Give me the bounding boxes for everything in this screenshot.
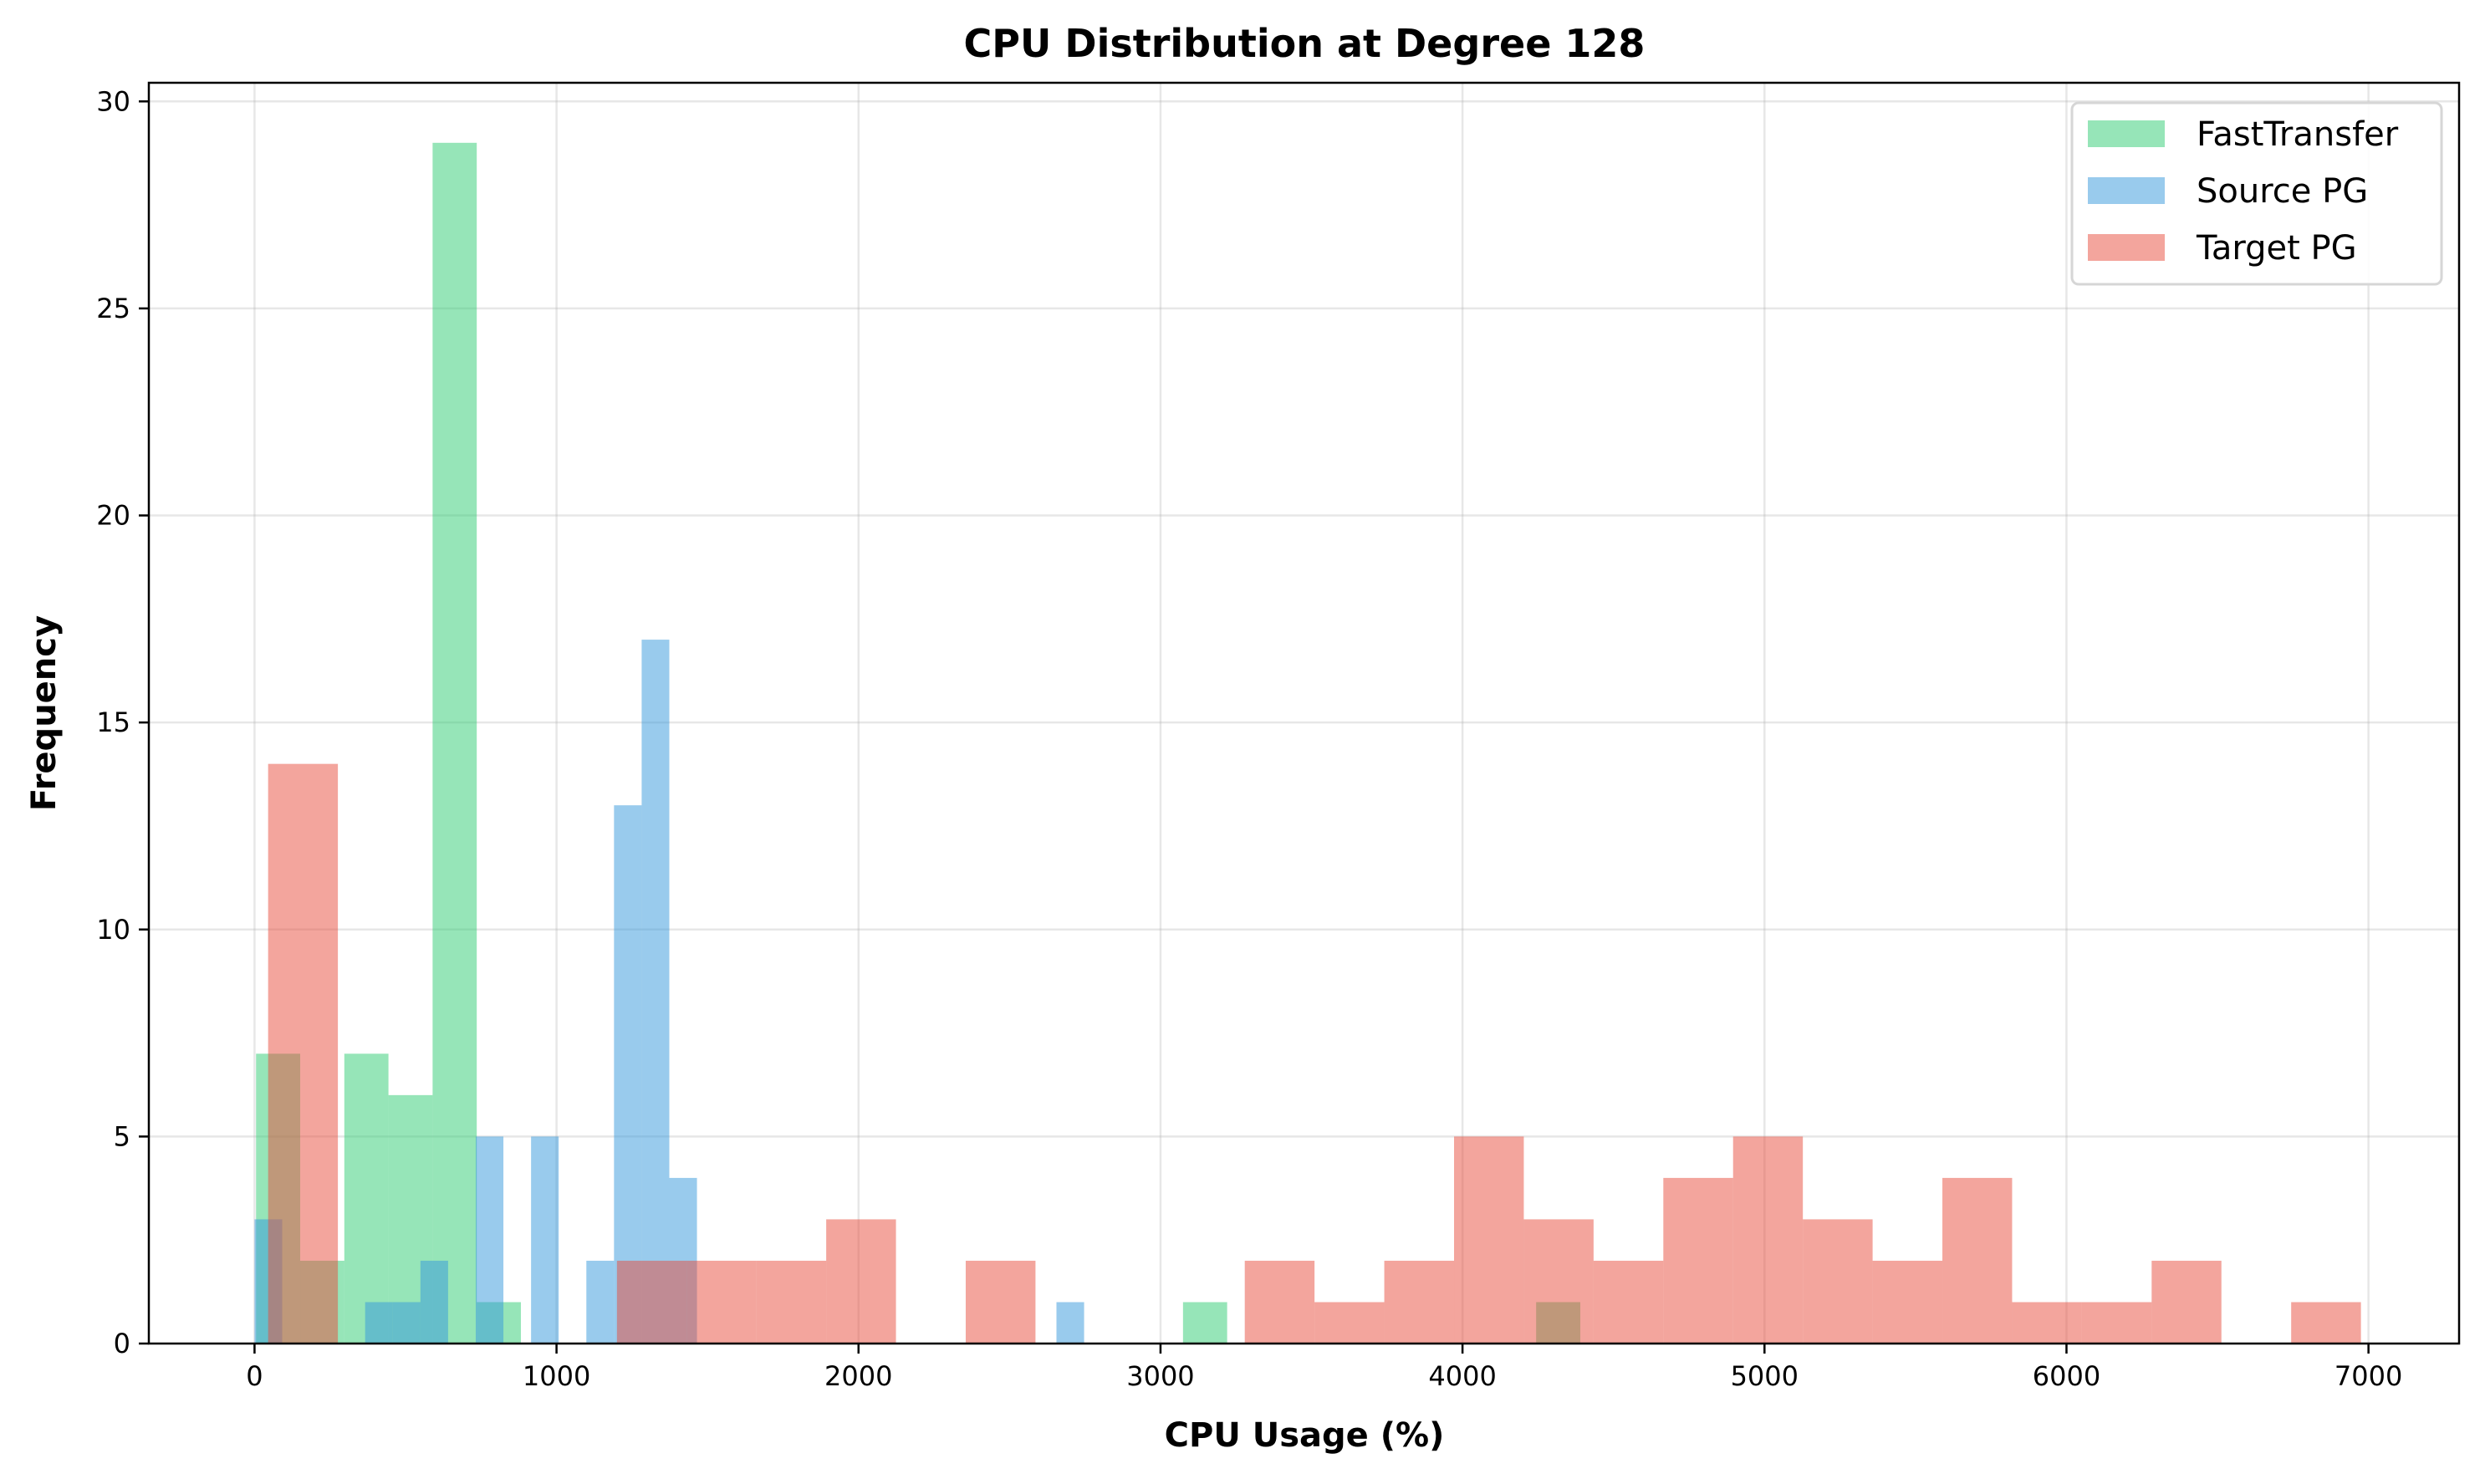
bar-fasttransfer (344, 1053, 389, 1344)
legend: FastTransfer Source PG Target PG (2070, 101, 2443, 286)
bar-target-pg (1454, 1136, 1524, 1344)
bar-target-pg (2151, 1260, 2222, 1344)
bar-source-pg (1056, 1302, 1084, 1344)
bar-target-pg (1732, 1136, 1804, 1344)
y-axis-ticks: 0 5 10 15 20 25 30 (96, 85, 149, 1359)
y-tick-label: 10 (96, 914, 130, 946)
bar-target-pg (1803, 1219, 1873, 1344)
bar-target-pg (1872, 1260, 1943, 1344)
bar-target-pg (686, 1260, 757, 1344)
y-axis-label: Frequency (25, 615, 64, 811)
x-tick-label: 4000 (1428, 1360, 1496, 1392)
y-tick-label: 20 (96, 500, 130, 532)
y-tick-label: 0 (114, 1328, 130, 1359)
legend-label-target-pg: Target PG (2196, 229, 2357, 268)
bar-source-pg (420, 1260, 448, 1344)
bar-fasttransfer (1182, 1302, 1227, 1344)
y-tick-label: 25 (96, 293, 130, 324)
bar-source-pg (365, 1302, 393, 1344)
x-tick-label: 5000 (1731, 1360, 1799, 1392)
bar-source-pg (641, 640, 670, 1344)
bar-target-pg (1593, 1260, 1664, 1344)
legend-swatch-fasttransfer (2088, 120, 2165, 147)
bar-target-pg (1244, 1260, 1315, 1344)
bar-target-pg (268, 763, 339, 1344)
bar-source-pg (586, 1260, 615, 1344)
x-axis-ticks: 0 1000 2000 3000 4000 5000 6000 7000 (246, 1344, 2402, 1392)
bar-target-pg (1314, 1302, 1385, 1344)
histogram-bars (254, 142, 2361, 1344)
bar-source-pg (392, 1302, 421, 1344)
y-tick-label: 5 (114, 1120, 130, 1152)
legend-swatch-source-pg (2088, 177, 2165, 204)
bar-source-pg (614, 805, 642, 1344)
y-tick-label: 15 (96, 706, 130, 738)
x-tick-label: 6000 (2033, 1360, 2100, 1392)
bar-target-pg (616, 1260, 687, 1344)
plot-frame (147, 81, 2461, 1345)
legend-swatch-target-pg (2088, 234, 2165, 261)
bar-target-pg (826, 1219, 896, 1344)
bar-target-pg (1384, 1260, 1455, 1344)
bar-source-pg (475, 1136, 504, 1344)
bar-target-pg (1523, 1219, 1594, 1344)
bar-source-pg (531, 1136, 559, 1344)
y-tick-label: 30 (96, 85, 130, 117)
legend-label-fasttransfer: FastTransfer (2197, 115, 2399, 154)
x-tick-label: 1000 (523, 1360, 590, 1392)
bar-target-pg (2081, 1302, 2152, 1344)
bar-fasttransfer (432, 142, 477, 1344)
x-tick-label: 2000 (824, 1360, 892, 1392)
bar-target-pg (2291, 1302, 2361, 1344)
bar-target-pg (2012, 1302, 2082, 1344)
x-axis-label: CPU Usage (%) (1165, 1416, 1445, 1455)
x-tick-label: 3000 (1126, 1360, 1194, 1392)
grid-lines (149, 83, 2459, 1345)
bar-target-pg (1663, 1177, 1733, 1344)
bar-target-pg (965, 1260, 1036, 1344)
x-tick-label: 7000 (2334, 1360, 2402, 1392)
bar-target-pg (1942, 1177, 2013, 1344)
x-tick-label: 0 (246, 1360, 263, 1392)
bar-target-pg (756, 1260, 827, 1344)
legend-label-source-pg: Source PG (2197, 172, 2368, 211)
chart-title: CPU Distribution at Degree 128 (964, 21, 1646, 66)
